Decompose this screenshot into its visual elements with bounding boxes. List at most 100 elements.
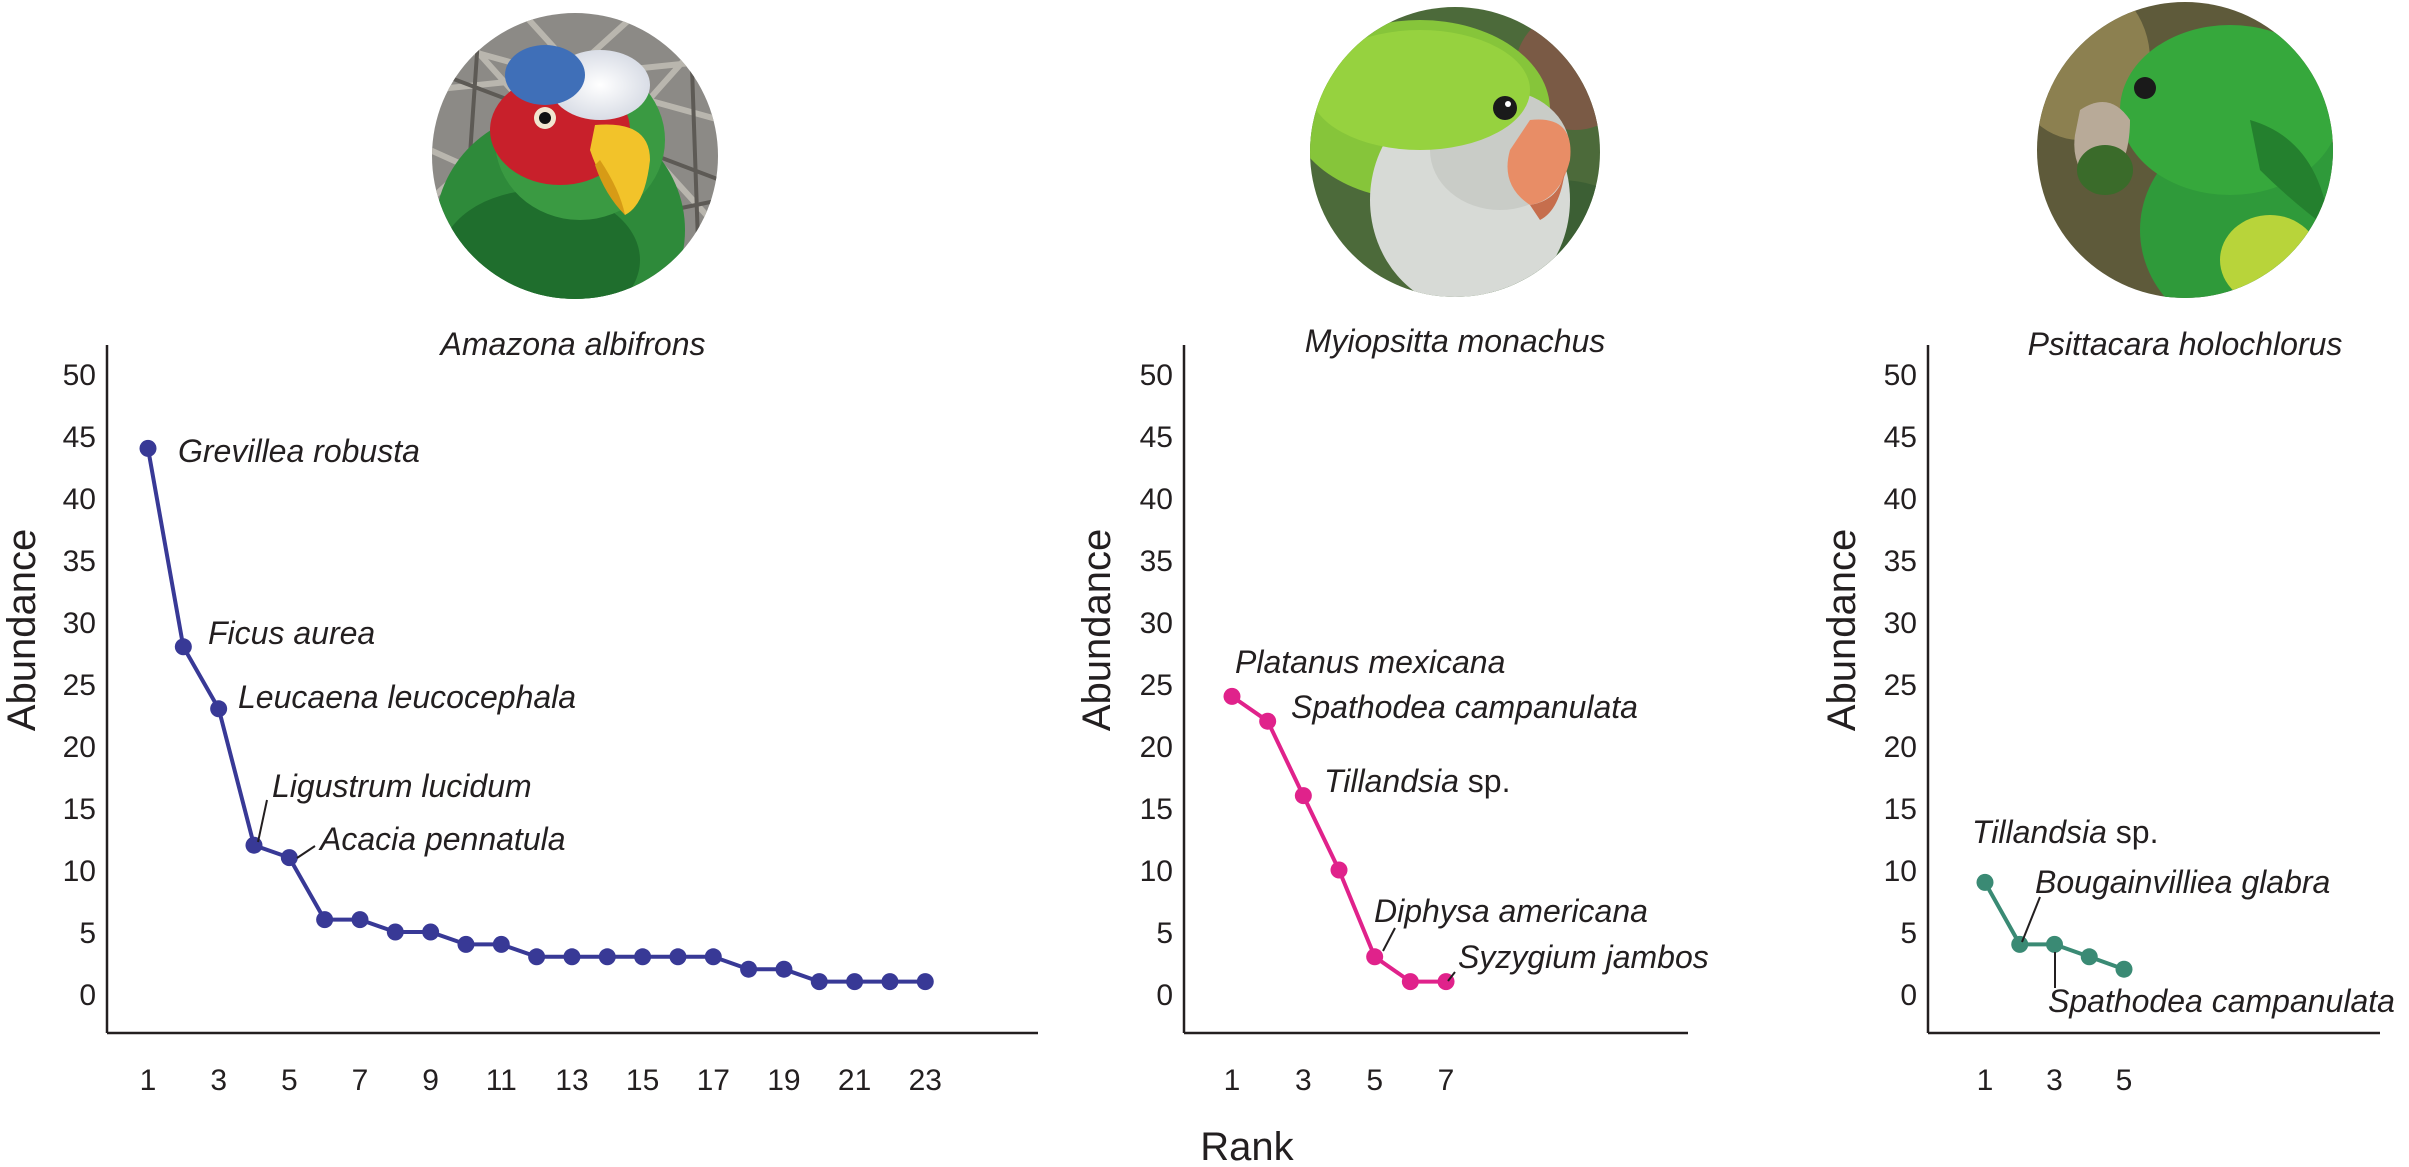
data-point [280,849,298,867]
data-point [528,948,546,966]
x-tick-label: 9 [422,1064,439,1097]
y-tick-label: 50 [1884,359,1917,392]
species-name: Ligustrum lucidum [272,768,532,804]
shared-x-axis-title: Rank [1200,1125,1294,1167]
y-tick-label: 10 [63,855,96,888]
parrot-photo-monk-parakeet [1310,7,1600,297]
data-point [563,948,581,966]
x-tick-label: 11 [486,1064,517,1097]
y-tick-label: 30 [63,607,96,640]
panel-title: Psittacara holochlorus [2028,326,2343,362]
x-tick-label: 3 [210,1064,227,1097]
x-tick-label: 3 [1295,1064,1312,1097]
y-tick-label: 5 [1900,917,1917,950]
species-name: Tillandsia [1324,763,1459,799]
data-point [174,638,192,656]
y-tick-label: 0 [79,979,96,1012]
x-tick-label: 13 [555,1064,588,1097]
y-tick-label: 10 [1140,855,1173,888]
species-name: Leucaena leucocephala [238,679,576,715]
x-tick-label: 3 [2046,1064,2063,1097]
species-name: Acacia pennatula [318,821,566,857]
species-name: Ficus aurea [208,615,375,651]
y-tick-label: 50 [63,359,96,392]
x-tick-label: 5 [2116,1064,2133,1097]
species-annotation: Bougainvilliea glabra [2035,864,2330,900]
annotation-leader-line [257,799,268,843]
data-point [351,911,369,929]
parrot-photo-green-parakeet [2037,2,2333,298]
x-tick-label: 17 [697,1064,730,1097]
series-line [1230,694,1446,984]
data-point [2011,935,2029,953]
annotation-leader-line [2021,896,2041,943]
species-name: Spathodea campanulata [2048,983,2395,1019]
annotation-leader-line [296,845,316,859]
data-point [2080,948,2098,966]
species-name: Bougainvilliea glabra [2035,864,2330,900]
species-annotation: Spathodea campanulata [1291,689,1638,725]
data-point [916,973,934,991]
x-tick-label: 1 [140,1064,157,1097]
x-tick-label: 1 [1977,1064,1994,1097]
y-axis-title: Abundance [1820,529,1864,731]
data-point [1294,787,1312,805]
y-tick-label: 0 [1156,979,1173,1012]
y-tick-label: 35 [1140,545,1173,578]
x-tick-label: 23 [909,1064,942,1097]
data-point [1366,948,1384,966]
y-tick-label: 20 [1884,731,1917,764]
data-point [316,911,334,929]
series-line [146,448,926,984]
species-annotation: Acacia pennatula [318,821,566,857]
data-point [2115,960,2133,978]
data-point [634,948,652,966]
species-annotation: Tillandsia sp. [1324,763,1510,799]
species-name: Tillandsia [1972,814,2107,850]
species-suffix: sp. [1459,763,1511,799]
y-tick-label: 20 [63,731,96,764]
species-name: Spathodea campanulata [1291,689,1638,725]
x-tick-label: 1 [1224,1064,1241,1097]
y-tick-label: 5 [1156,917,1173,950]
data-point [775,960,793,978]
species-annotation: Platanus mexicana [1235,644,1505,680]
x-tick-label: 7 [1438,1064,1455,1097]
species-name: Syzygium jambos [1458,939,1709,975]
data-point [1259,712,1277,730]
x-tick-label: 19 [767,1064,800,1097]
annotation-leader-line [1447,971,1456,982]
data-point [457,935,475,953]
panel-title: Myiopsitta monachus [1305,323,1606,359]
y-tick-label: 0 [1900,979,1917,1012]
y-tick-label: 30 [1140,607,1173,640]
data-point [386,923,404,941]
x-tick-label: 7 [352,1064,369,1097]
y-tick-label: 15 [1884,793,1917,826]
x-tick-label: 5 [1366,1064,1383,1097]
parrot-photo-white-fronted-amazon [432,13,718,299]
species-annotation: Ficus aurea [208,615,375,651]
y-tick-label: 45 [1884,421,1917,454]
data-point [740,960,758,978]
y-tick-label: 25 [1884,669,1917,702]
y-tick-label: 40 [63,483,96,516]
y-tick-label: 15 [1140,793,1173,826]
x-tick-label: 15 [626,1064,659,1097]
species-suffix: sp. [2107,814,2159,850]
y-tick-label: 50 [1140,359,1173,392]
data-point [1223,687,1241,705]
x-tick-label: 5 [281,1064,298,1097]
species-annotation: Spathodea campanulata [2048,983,2395,1019]
y-tick-label: 40 [1884,483,1917,516]
y-tick-label: 35 [63,545,96,578]
data-point [704,948,722,966]
y-axis-title: Abundance [0,529,44,731]
data-point [810,973,828,991]
species-annotation: Ligustrum lucidum [272,768,532,804]
y-tick-label: 10 [1884,855,1917,888]
